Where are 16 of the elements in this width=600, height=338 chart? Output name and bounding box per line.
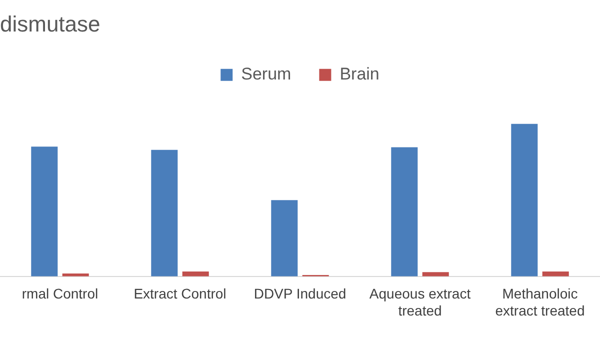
- bar: [31, 146, 58, 276]
- bar: [542, 272, 569, 276]
- x-tick-label: Extract Control: [134, 286, 226, 302]
- legend-label: Serum: [241, 64, 292, 84]
- bar: [271, 200, 298, 276]
- x-tick-label: DDVP Induced: [254, 286, 346, 302]
- x-tick-label: Aqueous extract treated: [369, 286, 471, 318]
- legend-label: Brain: [340, 64, 380, 84]
- x-tick-label: Methanoloic extract treated: [495, 286, 585, 318]
- x-tick-label: rmal Control: [22, 286, 98, 302]
- bar: [511, 124, 538, 276]
- chart-title: dismutase: [0, 11, 100, 36]
- bar: [391, 147, 418, 276]
- bar: [422, 272, 449, 276]
- bar: [182, 272, 209, 276]
- bar: [151, 150, 178, 276]
